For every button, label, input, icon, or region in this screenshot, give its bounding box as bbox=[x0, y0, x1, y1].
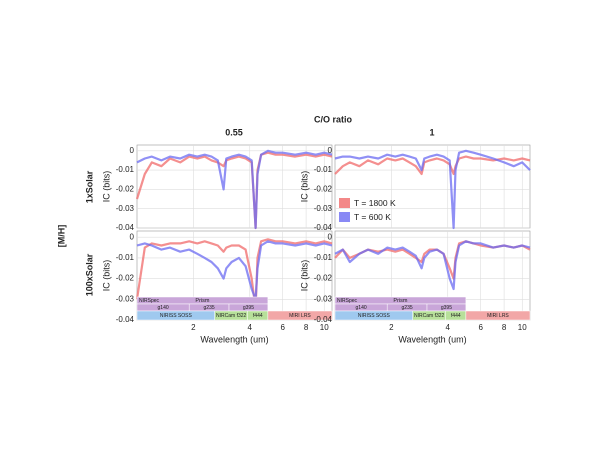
band-label: NIRSpec bbox=[337, 298, 358, 304]
x-tick-label: 2 bbox=[389, 323, 394, 332]
y-tick-label: -0.02 bbox=[116, 274, 135, 283]
band-title: Prism bbox=[195, 298, 209, 304]
band-label: g140 bbox=[158, 305, 169, 311]
y-tick-label: -0.04 bbox=[314, 223, 333, 232]
band-label: MIRI LRS bbox=[487, 313, 509, 319]
y-tick-label: -0.03 bbox=[314, 204, 333, 213]
y-tick-label: 0 bbox=[328, 146, 333, 155]
y-axis-label: IC (bits) bbox=[299, 171, 309, 203]
band-label: NIRISS SOSS bbox=[160, 313, 193, 319]
y-tick-label: -0.02 bbox=[314, 185, 333, 194]
band-label: MIRI LRS bbox=[289, 313, 311, 319]
y-tick-label: -0.03 bbox=[116, 204, 135, 213]
y-axis-label: IC (bits) bbox=[101, 260, 111, 292]
row-title: [M/H] bbox=[56, 225, 66, 248]
series-line bbox=[334, 149, 531, 230]
y-tick-label: -0.01 bbox=[314, 165, 333, 174]
band-label: NIRISS SOSS bbox=[358, 313, 391, 319]
y-tick-label: -0.04 bbox=[314, 315, 333, 324]
series-line bbox=[334, 240, 531, 291]
x-tick-label: 6 bbox=[478, 323, 483, 332]
legend-label: T = 1800 K bbox=[354, 198, 396, 208]
x-tick-label: 2 bbox=[191, 323, 196, 332]
x-tick-label: 10 bbox=[518, 323, 527, 332]
y-axis-label: IC (bits) bbox=[299, 260, 309, 292]
row-label: 100xSolar bbox=[84, 253, 94, 296]
instrument-band bbox=[267, 310, 333, 321]
band-label: NIRCam f322 bbox=[414, 313, 445, 319]
x-tick-label: 8 bbox=[304, 323, 309, 332]
y-tick-label: 0 bbox=[328, 232, 333, 241]
y-tick-label: -0.01 bbox=[116, 165, 135, 174]
band-label: g235 bbox=[402, 305, 413, 311]
legend-swatch bbox=[339, 212, 350, 222]
series-line bbox=[135, 151, 333, 230]
y-axis-label: IC (bits) bbox=[101, 171, 111, 203]
x-tick-label: 10 bbox=[320, 323, 329, 332]
band-label: g395 bbox=[243, 305, 254, 311]
x-axis-label: Wavelength (um) bbox=[200, 334, 268, 344]
x-axis-label: Wavelength (um) bbox=[398, 334, 466, 344]
y-tick-label: -0.01 bbox=[314, 253, 333, 262]
band-title: Prism bbox=[393, 298, 407, 304]
legend-swatch bbox=[339, 198, 350, 208]
x-tick-label: 6 bbox=[280, 323, 285, 332]
x-tick-label: 4 bbox=[446, 323, 451, 332]
band-label: f444 bbox=[451, 313, 461, 319]
y-tick-label: -0.03 bbox=[314, 294, 333, 303]
band-label: g235 bbox=[204, 305, 215, 311]
y-tick-label: -0.02 bbox=[116, 185, 135, 194]
y-tick-label: -0.04 bbox=[116, 315, 135, 324]
series-line bbox=[135, 238, 333, 311]
x-tick-label: 4 bbox=[248, 323, 253, 332]
legend-label: T = 600 K bbox=[354, 212, 391, 222]
band-label: NIRSpec bbox=[139, 298, 160, 304]
column-title: 1 bbox=[429, 127, 434, 137]
y-tick-label: -0.04 bbox=[116, 223, 135, 232]
band-label: g395 bbox=[441, 305, 452, 311]
instrument-band bbox=[465, 310, 531, 321]
row-label: 1xSolar bbox=[84, 170, 94, 203]
band-label: f444 bbox=[253, 313, 263, 319]
y-tick-label: 0 bbox=[130, 232, 135, 241]
series-line bbox=[334, 155, 531, 176]
series-line bbox=[136, 240, 333, 301]
y-tick-label: -0.02 bbox=[314, 274, 333, 283]
y-tick-label: 0 bbox=[130, 146, 135, 155]
band-label: NIRCam f322 bbox=[216, 313, 247, 319]
series-line bbox=[136, 149, 333, 230]
column-title: 0.55 bbox=[225, 127, 243, 137]
y-tick-label: -0.01 bbox=[116, 253, 135, 262]
y-tick-label: -0.03 bbox=[116, 294, 135, 303]
x-tick-label: 8 bbox=[502, 323, 507, 332]
band-label: g140 bbox=[356, 305, 367, 311]
figure-title: C/O ratio bbox=[314, 114, 353, 124]
